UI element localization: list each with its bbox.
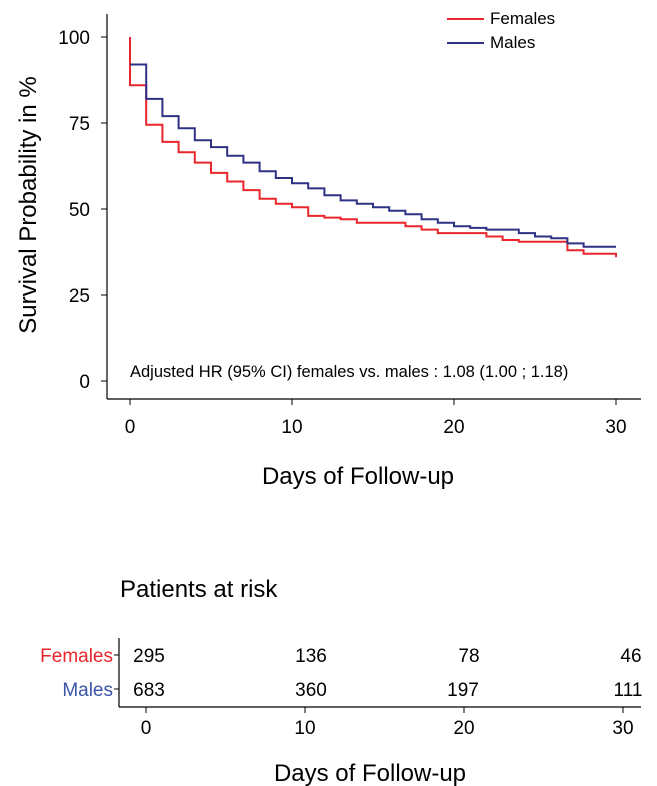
y-tick-label: 50 — [69, 200, 90, 221]
x-axis-title: Days of Follow-up — [262, 463, 454, 490]
hazard-ratio-annotation: Adjusted HR (95% CI) females vs. males :… — [130, 363, 568, 381]
risk-count: 360 — [295, 680, 327, 701]
risk-count: 136 — [295, 646, 327, 667]
y-tick-label: 75 — [69, 114, 90, 135]
x-tick-label: 0 — [125, 417, 136, 438]
legend-label-males: Males — [490, 33, 535, 52]
survival-plot: 0 25 50 75 100 0 10 20 30 Survival Proba… — [15, 9, 641, 490]
x-tick-labels: 0 10 20 30 — [125, 417, 627, 438]
survival-curve-females — [129, 37, 617, 258]
risk-x-axis-title: Days of Follow-up — [274, 760, 466, 786]
risk-row-label-females: Females — [40, 646, 113, 667]
x-tick-label: 30 — [612, 718, 633, 739]
risk-row-females: 295 136 78 46 — [133, 646, 641, 667]
y-tick-label: 0 — [79, 372, 90, 393]
risk-row-label-males: Males — [62, 680, 113, 701]
risk-table-title: Patients at risk — [120, 576, 278, 603]
risk-table: Patients at risk Females Males 295 136 7… — [40, 576, 642, 786]
y-tick-label: 100 — [58, 28, 90, 49]
y-axis-title: Survival Probability in % — [15, 76, 42, 333]
y-tick-label: 25 — [69, 286, 90, 307]
x-tick-marks — [129, 399, 617, 405]
y-tick-labels: 0 25 50 75 100 — [58, 28, 90, 393]
x-tick-label: 10 — [281, 417, 302, 438]
legend-label-females: Females — [490, 9, 555, 28]
legend: Females Males — [447, 9, 555, 52]
x-tick-label: 30 — [605, 417, 626, 438]
risk-x-tick-marks — [145, 707, 624, 713]
risk-count: 46 — [620, 646, 641, 667]
x-tick-label: 10 — [294, 718, 315, 739]
risk-count: 78 — [458, 646, 479, 667]
x-tick-label: 20 — [453, 718, 474, 739]
risk-count: 197 — [447, 680, 479, 701]
survival-curves — [129, 37, 617, 258]
risk-count: 111 — [614, 680, 643, 701]
x-tick-label: 0 — [141, 718, 152, 739]
risk-count: 295 — [133, 646, 165, 667]
risk-x-tick-labels: 0 10 20 30 — [141, 718, 634, 739]
y-tick-marks — [101, 36, 107, 382]
x-tick-label: 20 — [443, 417, 464, 438]
survival-curve-males — [130, 63, 616, 248]
risk-count: 683 — [133, 680, 165, 701]
risk-row-males: 683 360 197 111 — [133, 680, 642, 701]
